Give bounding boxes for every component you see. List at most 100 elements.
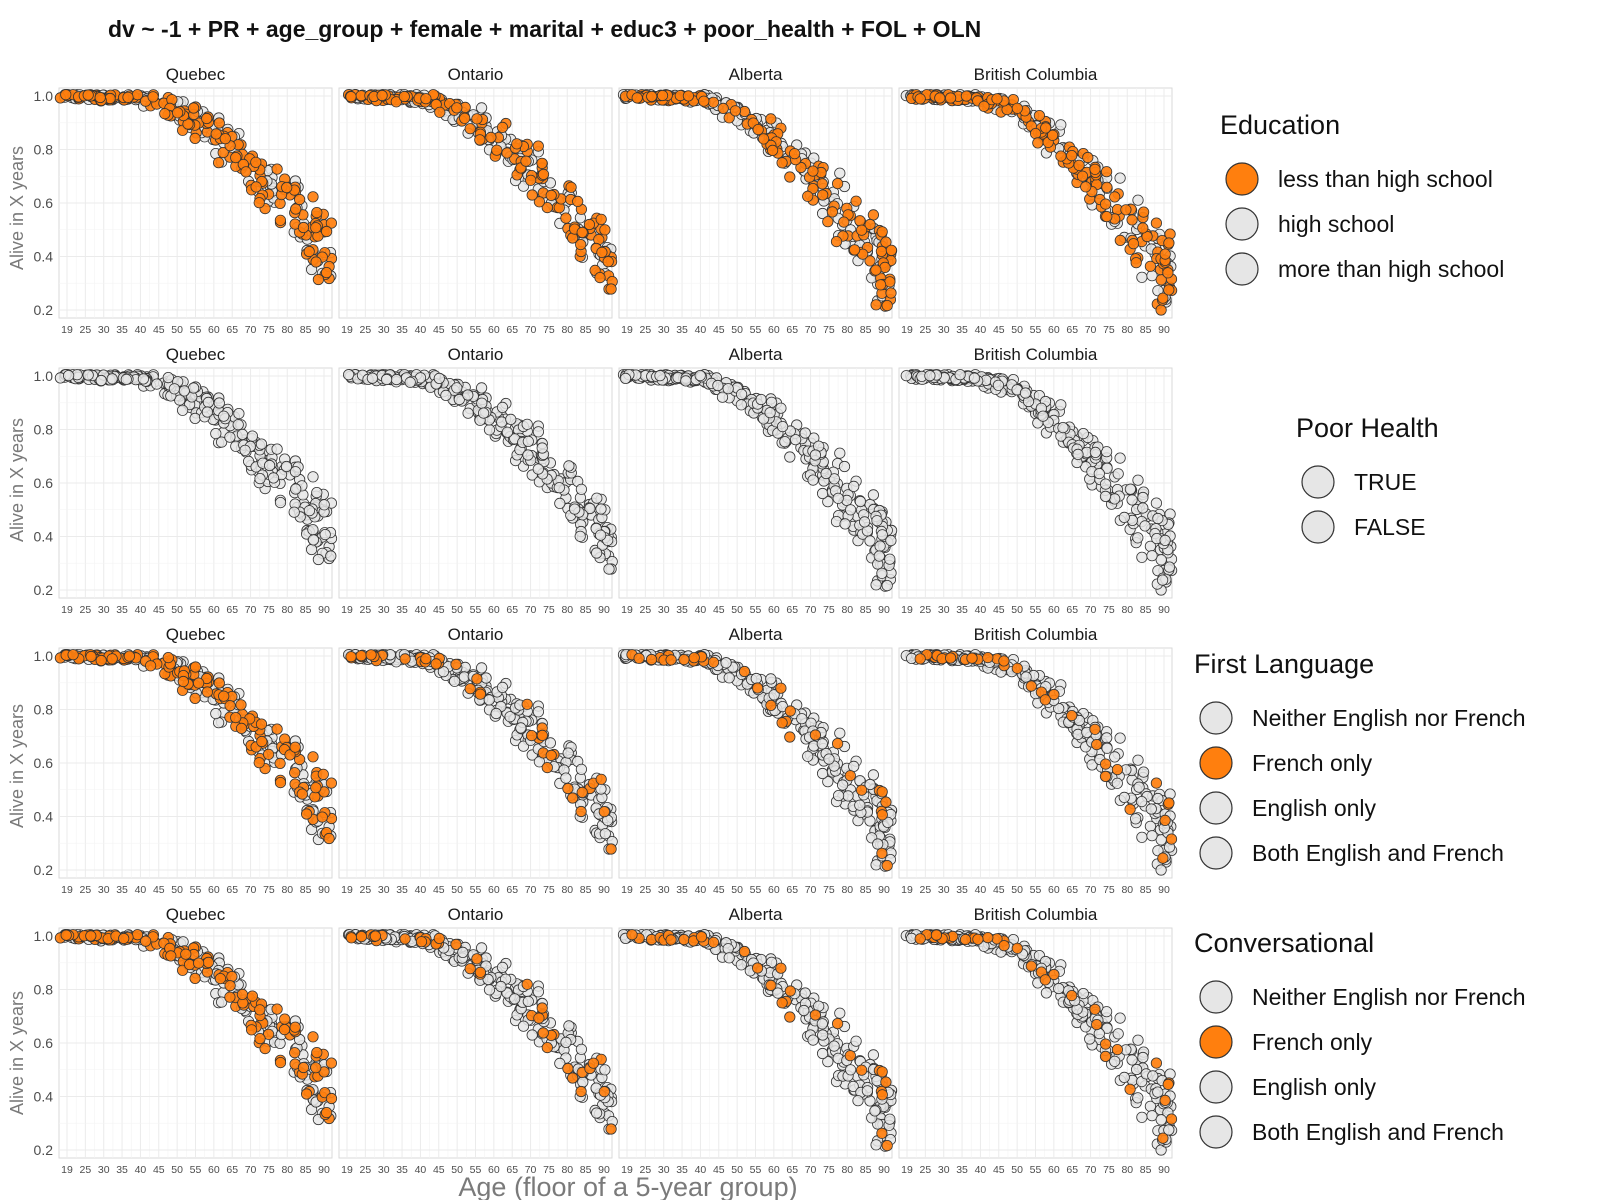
- data-point: [1025, 680, 1037, 692]
- data-point: [954, 369, 966, 381]
- data-point: [885, 534, 897, 547]
- data-point: [280, 460, 293, 473]
- data-point: [876, 529, 888, 541]
- x-tick-label: 30: [378, 884, 390, 896]
- data-point: [235, 722, 248, 735]
- data-point: [517, 1020, 530, 1032]
- data-point: [533, 196, 546, 208]
- data-point: [404, 376, 416, 388]
- data-point: [864, 535, 876, 547]
- data-point: [876, 847, 888, 859]
- data-point: [106, 653, 118, 665]
- data-point: [263, 459, 276, 472]
- data-point: [310, 782, 322, 794]
- y-tick-label: 0.2: [34, 862, 54, 878]
- legend-label: high school: [1278, 211, 1394, 237]
- data-point: [1157, 574, 1169, 586]
- data-point: [480, 672, 492, 684]
- x-tick-label: 65: [786, 884, 798, 896]
- data-point: [1118, 511, 1130, 524]
- x-tick-label: 75: [1103, 604, 1115, 616]
- x-tick-label: 85: [860, 884, 872, 896]
- data-point: [307, 751, 319, 763]
- data-point: [1155, 304, 1167, 316]
- data-point: [572, 195, 584, 207]
- data-point: [560, 212, 572, 224]
- x-tick-label: 40: [135, 884, 147, 896]
- data-point: [85, 650, 97, 663]
- legend-label: less than high school: [1278, 166, 1493, 192]
- x-tick-label: 60: [208, 324, 220, 336]
- x-tick-label: 90: [598, 884, 610, 896]
- data-point: [978, 100, 990, 112]
- data-point: [525, 174, 537, 186]
- data-point: [834, 167, 846, 179]
- data-point: [870, 299, 882, 311]
- data-point: [816, 178, 828, 190]
- x-tick-label: 75: [263, 884, 275, 896]
- data-point: [1089, 163, 1101, 175]
- x-tick-label: 45: [993, 324, 1005, 336]
- data-point: [532, 986, 545, 998]
- data-point: [584, 502, 596, 515]
- data-point: [210, 707, 222, 720]
- x-tick-label: 50: [171, 1164, 183, 1176]
- data-point: [575, 805, 587, 818]
- data-point: [707, 656, 720, 668]
- data-point: [566, 792, 579, 804]
- data-point: [189, 692, 201, 705]
- data-point: [1100, 478, 1112, 490]
- x-tick-label: 85: [300, 884, 312, 896]
- data-point: [1100, 198, 1112, 210]
- data-point: [553, 482, 565, 494]
- data-point: [712, 379, 724, 392]
- data-point: [870, 859, 882, 871]
- data-point: [366, 372, 378, 384]
- x-tick-label: 80: [1121, 604, 1133, 616]
- data-point: [855, 224, 868, 236]
- data-point: [289, 466, 302, 478]
- data-point: [881, 579, 893, 592]
- x-tick-label: 85: [580, 324, 592, 336]
- data-point: [729, 105, 742, 117]
- y-tick-label: 1.0: [34, 88, 54, 104]
- x-tick-label: 40: [135, 1164, 147, 1176]
- data-point: [1039, 694, 1051, 706]
- data-point: [278, 1024, 291, 1036]
- point-layer: [617, 369, 898, 592]
- x-tick-label: 80: [561, 884, 573, 896]
- x-tick-label: 60: [208, 604, 220, 616]
- x-tick-label: 55: [470, 604, 482, 616]
- data-point: [305, 543, 318, 556]
- data-point: [532, 140, 544, 152]
- x-tick-label: 35: [116, 884, 128, 896]
- x-tick-label: 55: [750, 324, 762, 336]
- x-tick-label: 60: [1048, 324, 1060, 336]
- x-tick-label: 70: [1085, 884, 1097, 896]
- data-point: [874, 540, 886, 552]
- x-tick-label: 45: [433, 604, 445, 616]
- data-point: [317, 768, 329, 780]
- x-tick-label: 40: [695, 604, 707, 616]
- data-point: [596, 246, 608, 258]
- x-tick-label: 25: [80, 604, 92, 616]
- data-point: [262, 748, 275, 760]
- data-point: [224, 700, 236, 712]
- data-point: [189, 972, 201, 985]
- legend-key-icon: [1199, 701, 1233, 735]
- data-point: [838, 460, 851, 473]
- data-point: [451, 102, 463, 114]
- data-point: [253, 197, 265, 209]
- data-point: [342, 369, 355, 381]
- data-point: [992, 379, 1005, 391]
- x-tick-label: 85: [580, 604, 592, 616]
- data-point: [213, 117, 225, 129]
- data-point: [1011, 102, 1023, 114]
- data-point: [1137, 491, 1149, 504]
- data-point: [307, 191, 319, 203]
- data-point: [788, 148, 801, 160]
- data-point: [177, 675, 189, 688]
- x-tick-label: 19: [341, 604, 353, 616]
- x-tick-label: 70: [525, 884, 537, 896]
